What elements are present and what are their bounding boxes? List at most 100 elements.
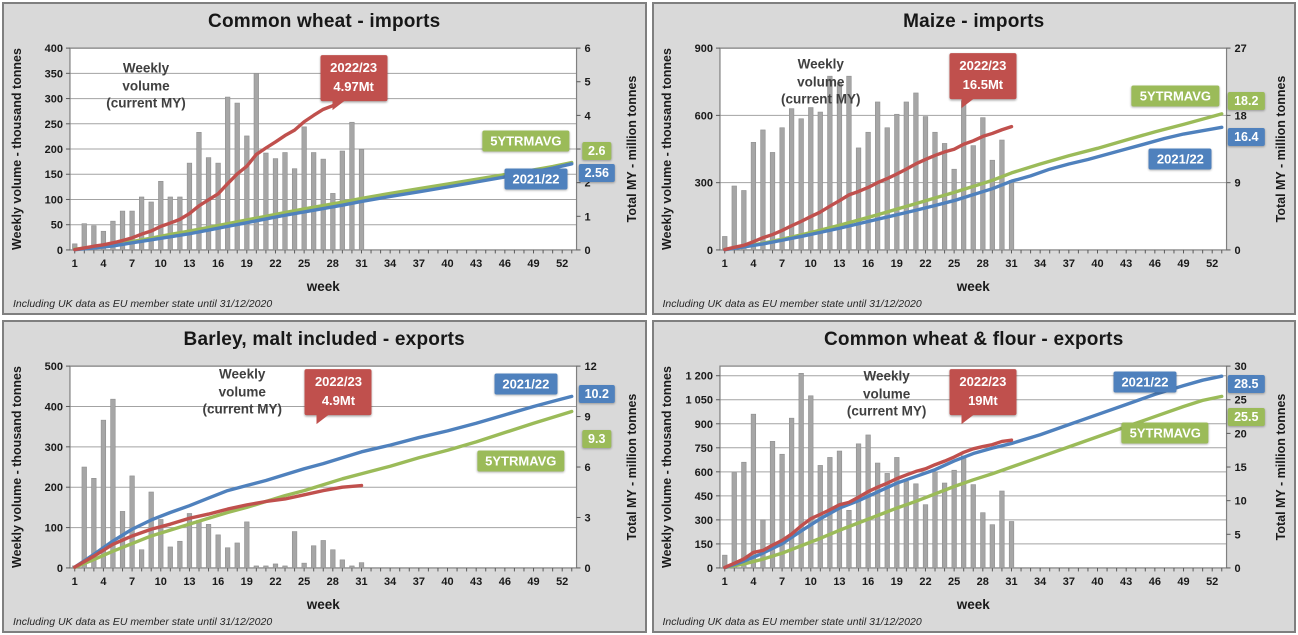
svg-text:200: 200 xyxy=(45,482,63,494)
svg-text:7: 7 xyxy=(129,576,135,588)
svg-text:9: 9 xyxy=(585,412,591,424)
svg-text:900: 900 xyxy=(694,43,712,55)
svg-text:19: 19 xyxy=(241,258,253,270)
svg-text:13: 13 xyxy=(183,258,195,270)
chart-title: Common wheat - imports xyxy=(208,11,441,32)
svg-text:150: 150 xyxy=(694,539,712,551)
svg-text:25: 25 xyxy=(948,258,960,270)
svg-text:4: 4 xyxy=(585,110,592,122)
svg-text:0: 0 xyxy=(57,563,63,575)
svg-text:400: 400 xyxy=(45,43,63,55)
svg-text:46: 46 xyxy=(1148,258,1160,270)
svg-text:19: 19 xyxy=(890,258,902,270)
svg-text:12: 12 xyxy=(585,361,597,373)
svg-text:0: 0 xyxy=(706,563,712,575)
svg-text:5: 5 xyxy=(1234,529,1240,541)
svg-text:4: 4 xyxy=(750,258,757,270)
svg-text:900: 900 xyxy=(694,419,712,431)
svg-text:15: 15 xyxy=(1234,462,1246,474)
svg-text:13: 13 xyxy=(183,576,195,588)
svg-text:7: 7 xyxy=(129,258,135,270)
svg-text:19: 19 xyxy=(890,576,902,588)
svg-text:49: 49 xyxy=(1177,258,1189,270)
svg-text:1: 1 xyxy=(585,211,591,223)
svg-text:52: 52 xyxy=(1206,576,1218,588)
svg-text:7: 7 xyxy=(779,258,785,270)
svg-text:49: 49 xyxy=(527,258,539,270)
svg-text:31: 31 xyxy=(355,258,367,270)
svg-text:43: 43 xyxy=(1120,576,1132,588)
svg-text:300: 300 xyxy=(694,178,712,190)
svg-text:43: 43 xyxy=(1120,258,1132,270)
svg-text:28: 28 xyxy=(976,576,988,588)
svg-text:22: 22 xyxy=(919,576,931,588)
svg-text:43: 43 xyxy=(470,576,482,588)
svg-text:37: 37 xyxy=(413,576,425,588)
svg-text:28: 28 xyxy=(327,576,339,588)
svg-text:34: 34 xyxy=(384,576,397,588)
svg-text:5: 5 xyxy=(585,77,591,89)
svg-text:3: 3 xyxy=(585,144,591,156)
footnote: Including UK data as EU member state unt… xyxy=(13,298,273,310)
svg-text:week: week xyxy=(306,279,340,294)
svg-text:10: 10 xyxy=(155,576,167,588)
svg-text:28: 28 xyxy=(976,258,988,270)
right-axis-title: Total MY - million tonnes xyxy=(1274,393,1288,541)
svg-text:0: 0 xyxy=(585,563,591,575)
svg-text:16: 16 xyxy=(212,258,224,270)
svg-text:13: 13 xyxy=(833,258,845,270)
svg-text:10: 10 xyxy=(804,258,816,270)
svg-text:1 200: 1 200 xyxy=(685,371,713,383)
svg-text:37: 37 xyxy=(413,258,425,270)
svg-text:9: 9 xyxy=(1234,178,1240,190)
svg-text:4: 4 xyxy=(100,258,107,270)
chart-panel-maize-imports: Maize - imports Weekly volume - thousand… xyxy=(651,2,1296,315)
svg-text:18: 18 xyxy=(1234,110,1246,122)
svg-text:46: 46 xyxy=(499,576,511,588)
left-axis-title: Weekly volume - thousand tonnes xyxy=(10,48,24,251)
svg-text:750: 750 xyxy=(694,443,712,455)
svg-text:100: 100 xyxy=(45,523,63,535)
svg-text:28: 28 xyxy=(327,258,339,270)
svg-text:27: 27 xyxy=(1234,43,1246,55)
svg-text:40: 40 xyxy=(441,576,453,588)
svg-text:1: 1 xyxy=(721,258,727,270)
svg-text:31: 31 xyxy=(1005,258,1017,270)
svg-text:25: 25 xyxy=(298,576,310,588)
svg-text:22: 22 xyxy=(269,258,281,270)
svg-text:6: 6 xyxy=(585,43,591,55)
right-axis-title: Total MY - million tonnes xyxy=(624,75,639,223)
svg-text:10: 10 xyxy=(155,258,167,270)
svg-text:46: 46 xyxy=(499,258,511,270)
svg-text:34: 34 xyxy=(1034,258,1047,270)
left-axis-title: Weekly volume - thousand tonnes xyxy=(10,366,24,569)
svg-text:40: 40 xyxy=(1091,258,1103,270)
svg-text:40: 40 xyxy=(441,258,453,270)
svg-text:46: 46 xyxy=(1148,576,1160,588)
plot-area: 0 300 600 900 0 9 18 27 1 4 7 10 13 16 19 22 25 28 31 34 37 4… xyxy=(694,43,1246,294)
svg-text:10: 10 xyxy=(804,576,816,588)
svg-text:37: 37 xyxy=(1062,576,1074,588)
svg-text:300: 300 xyxy=(45,442,63,454)
svg-text:0: 0 xyxy=(1234,563,1240,575)
right-axis-title: Total MY - million tonnes xyxy=(624,393,639,541)
svg-text:16: 16 xyxy=(862,258,874,270)
right-axis-title: Total MY - million tonnes xyxy=(1274,75,1288,223)
svg-text:600: 600 xyxy=(694,110,712,122)
svg-text:6: 6 xyxy=(585,462,591,474)
svg-text:1: 1 xyxy=(72,258,78,270)
svg-text:600: 600 xyxy=(694,467,712,479)
svg-text:0: 0 xyxy=(1234,245,1240,257)
svg-text:week: week xyxy=(306,597,340,612)
svg-text:52: 52 xyxy=(556,258,568,270)
plot-area: 0 150 300 450 600 750 900 1 050 1 200 0 5 10 15 20 25 3… xyxy=(685,361,1246,612)
svg-text:250: 250 xyxy=(45,119,63,131)
plot-area: 0 100 200 300 400 500 0 3 6 9 12 1 4 7 10 13 16 19 22 25 28 3… xyxy=(45,361,597,612)
svg-text:150: 150 xyxy=(45,169,63,181)
svg-text:25: 25 xyxy=(1234,395,1246,407)
svg-text:37: 37 xyxy=(1062,258,1074,270)
svg-text:22: 22 xyxy=(919,258,931,270)
chart-panel-barley-exports: Barley, malt included - exports Weekly v… xyxy=(2,320,647,633)
